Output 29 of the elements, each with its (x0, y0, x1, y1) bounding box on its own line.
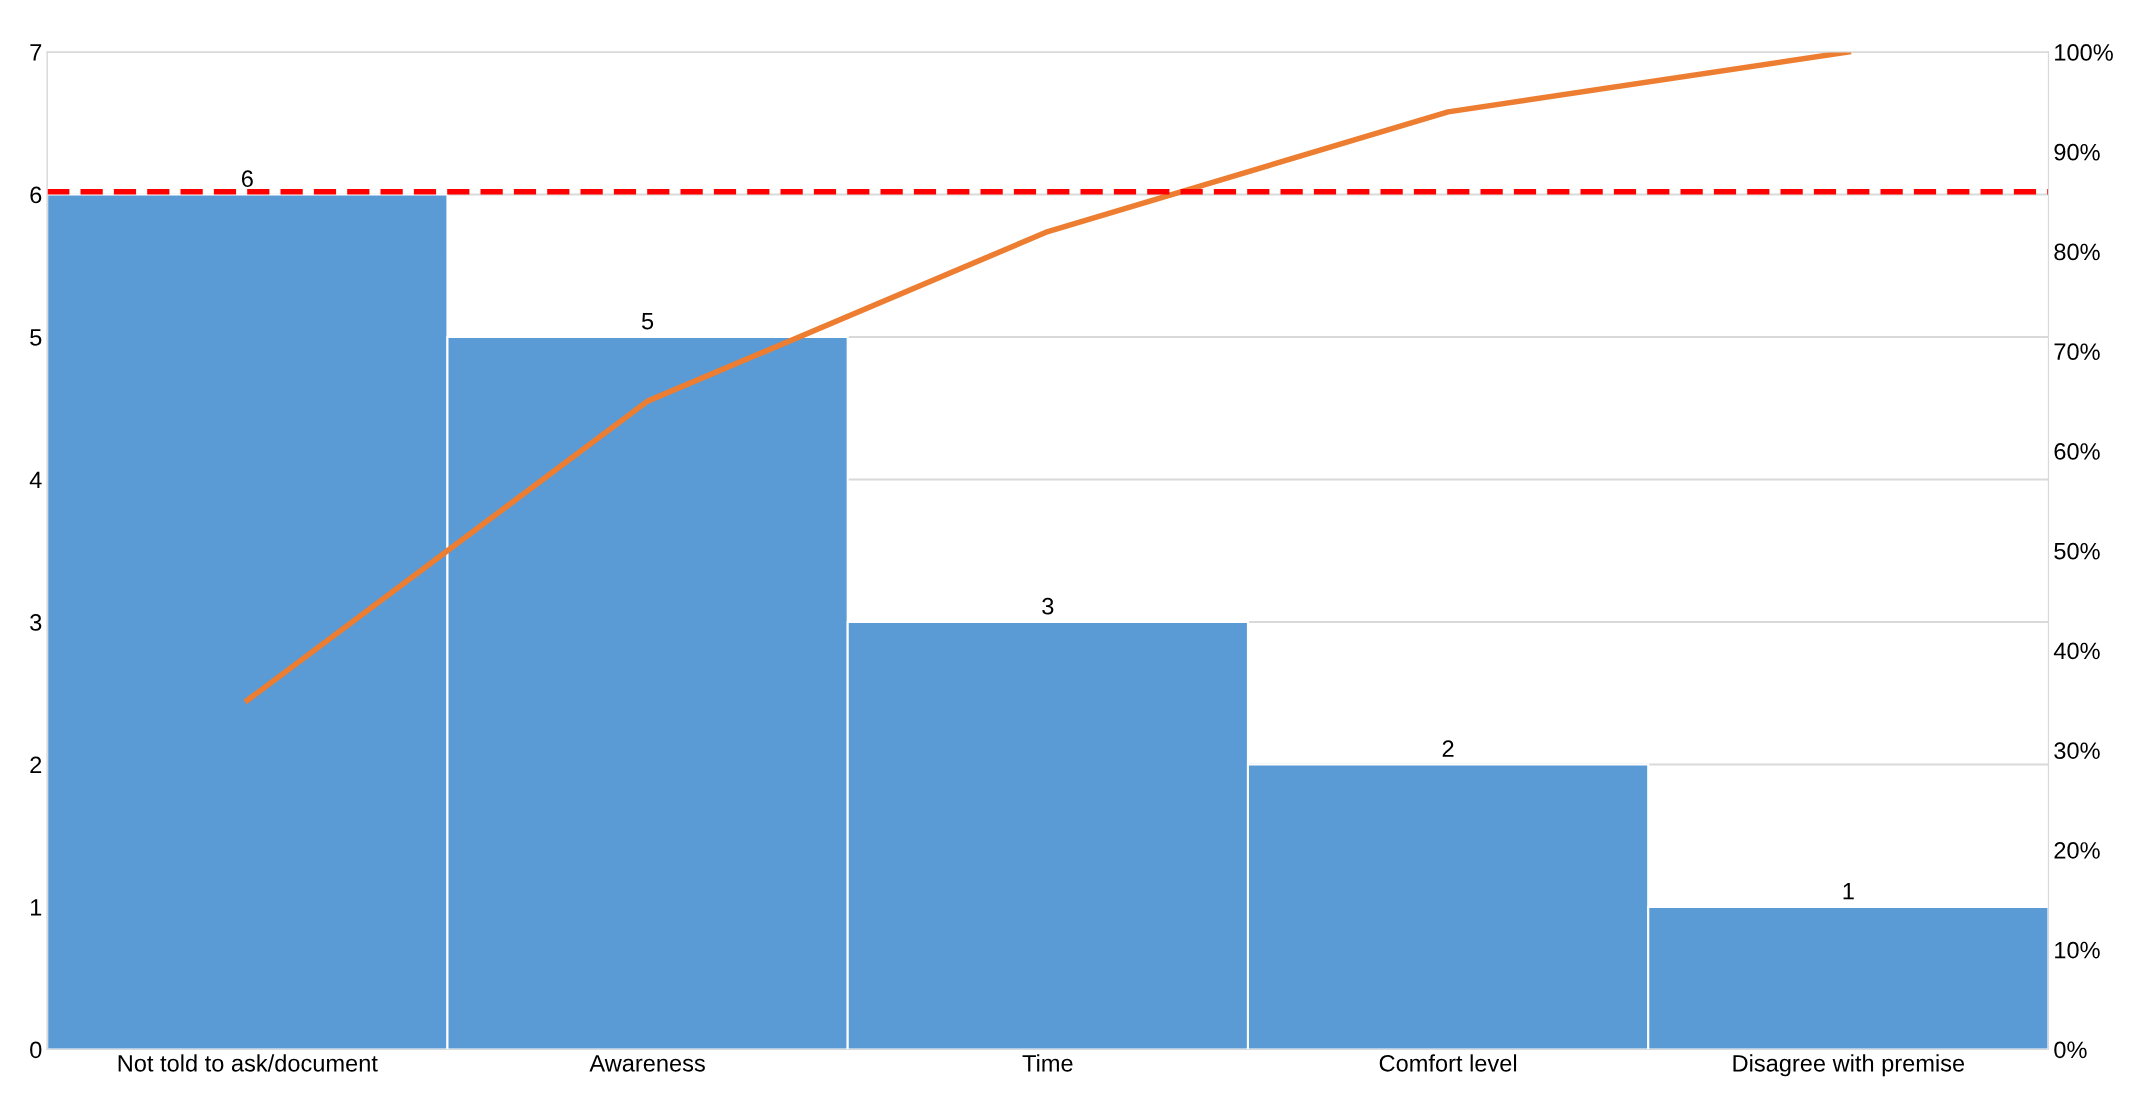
y-tick-label: 5 (30, 329, 42, 346)
y2-tick-label: 30% (2054, 742, 2100, 759)
y-tick-label: 3 (30, 614, 42, 631)
y-tick-label: 7 (30, 44, 42, 61)
x-tick-label: Not told to ask/document (118, 1054, 378, 1072)
y2-tick-label: 80% (2054, 243, 2100, 261)
data-label: 1 (1843, 883, 1854, 900)
y2-tick-label: 40% (2053, 642, 2100, 660)
y-tick-label: 4 (29, 471, 42, 489)
x-tick-label: Disagree with premise (1733, 1054, 1965, 1077)
data-label: 2 (1442, 740, 1454, 757)
y2-tick-label: 0% (2054, 1041, 2087, 1059)
y2-tick-label: 10% (2055, 941, 2100, 959)
y2-tick-label: 50% (2054, 542, 2100, 560)
y-tick-label: 2 (30, 756, 42, 774)
x-tick-label: Awareness (589, 1055, 705, 1072)
y-tick-label: 0 (30, 1041, 42, 1059)
y2-tick-label: 90% (2054, 143, 2100, 161)
y2-tick-label: 20% (2054, 842, 2100, 859)
x-tick-label: Time (1022, 1054, 1073, 1072)
y-tick-label: 6 (30, 186, 42, 204)
y2-tick-label: 70% (2054, 343, 2100, 361)
y-tick-label: 1 (31, 899, 42, 916)
y2-tick-label: 60% (2054, 443, 2100, 460)
data-label: 6 (241, 170, 253, 188)
data-label: 3 (1042, 597, 1054, 615)
y2-tick-label: 100% (2055, 44, 2113, 61)
data-label: 5 (641, 313, 654, 330)
x-tick-label: Comfort level (1379, 1054, 1517, 1072)
